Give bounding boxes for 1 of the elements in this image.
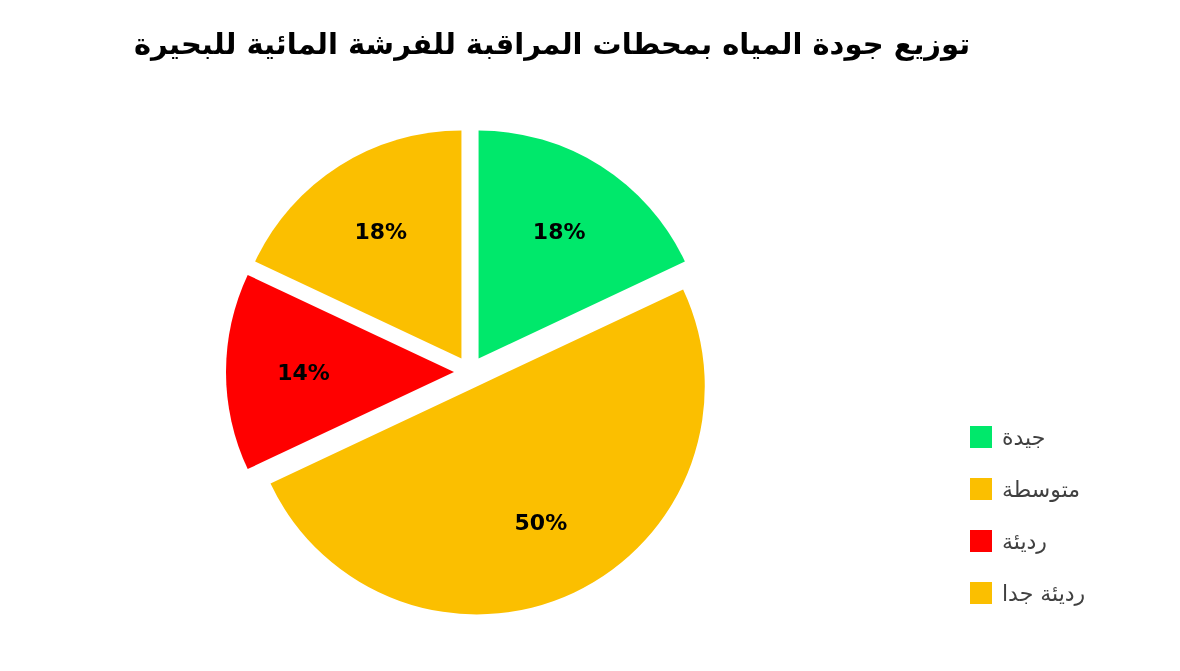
title: توزيع جودة المياه بمحطات المراقبة للفرشة المائية للبحيرة — [133, 27, 971, 61]
